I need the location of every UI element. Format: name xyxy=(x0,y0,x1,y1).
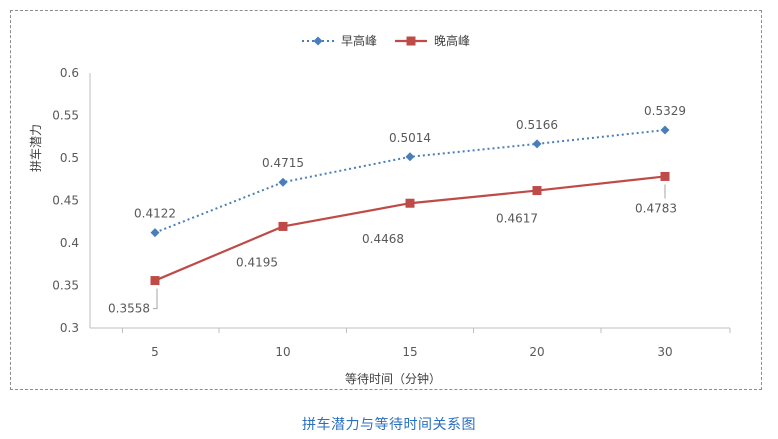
data-point-1-2 xyxy=(405,198,415,208)
data-label: 0.4715 xyxy=(262,156,304,170)
figure-caption: 拼车潜力与等待时间关系图 xyxy=(302,417,476,433)
y-tick-label: 0.45 xyxy=(52,194,79,208)
y-axis-title: 拼车潜力 xyxy=(28,124,43,172)
data-point-1-3 xyxy=(532,186,542,196)
y-tick-label: 0.6 xyxy=(60,66,79,80)
data-label: 0.4468 xyxy=(362,232,404,246)
data-label: 0.4617 xyxy=(496,212,538,226)
data-label: 0.5166 xyxy=(516,118,558,132)
series-line-1 xyxy=(154,175,666,282)
legend-marker-1 xyxy=(406,36,416,46)
data-point-0-4 xyxy=(660,125,670,135)
data-label: 0.4195 xyxy=(236,255,278,269)
x-tick-label: 20 xyxy=(529,345,544,359)
chart-legend: 早高峰 晚高峰 xyxy=(302,33,470,48)
x-tick-label: 5 xyxy=(151,345,159,359)
data-label-layer: 0.4122 0.4715 0.5014 0.5166 0.5329 0.3558 0.41… xyxy=(108,104,686,316)
data-label: 0.3558 xyxy=(108,302,150,316)
data-point-1-4 xyxy=(660,171,670,181)
x-tick-label: 30 xyxy=(657,345,672,359)
data-point-0-2 xyxy=(405,152,415,162)
data-point-1-0 xyxy=(150,276,160,286)
y-tick-label: 0.4 xyxy=(60,236,79,250)
data-point-0-0 xyxy=(150,228,160,238)
x-tick-label: 15 xyxy=(402,345,417,359)
x-axis-title: 等待时间（分钟） xyxy=(345,371,441,386)
data-label: 0.5014 xyxy=(389,131,431,145)
data-point-1-1 xyxy=(278,221,288,231)
x-tick-label: 10 xyxy=(275,345,290,359)
legend-label: 早高峰 xyxy=(341,33,377,48)
series-line-0 xyxy=(154,129,666,234)
data-point-0-3 xyxy=(532,139,542,149)
data-label-leader xyxy=(153,288,158,310)
chart-frame xyxy=(10,10,762,390)
legend-label: 晚高峰 xyxy=(434,33,470,48)
legend-marker-0 xyxy=(313,36,323,46)
data-label: 0.4122 xyxy=(134,207,176,221)
series-layer xyxy=(150,125,670,286)
y-tick-label: 0.5 xyxy=(60,151,79,165)
y-tick-label: 0.55 xyxy=(52,109,79,123)
data-label: 0.4783 xyxy=(635,201,677,215)
y-tick-label: 0.3 xyxy=(60,321,79,335)
x-axis: 5 10 15 20 30 xyxy=(90,327,731,359)
y-tick-label: 0.35 xyxy=(52,279,79,293)
y-axis: 0.3 0.35 0.4 0.45 0.5 0.55 0.6 xyxy=(52,66,91,335)
data-label: 0.5329 xyxy=(644,104,686,118)
line-chart: 早高峰 晚高峰 0.3 0.35 0.4 0.45 0.5 0.55 0.6 5 10 15 20 3… xyxy=(28,33,731,386)
data-point-0-1 xyxy=(278,177,288,187)
